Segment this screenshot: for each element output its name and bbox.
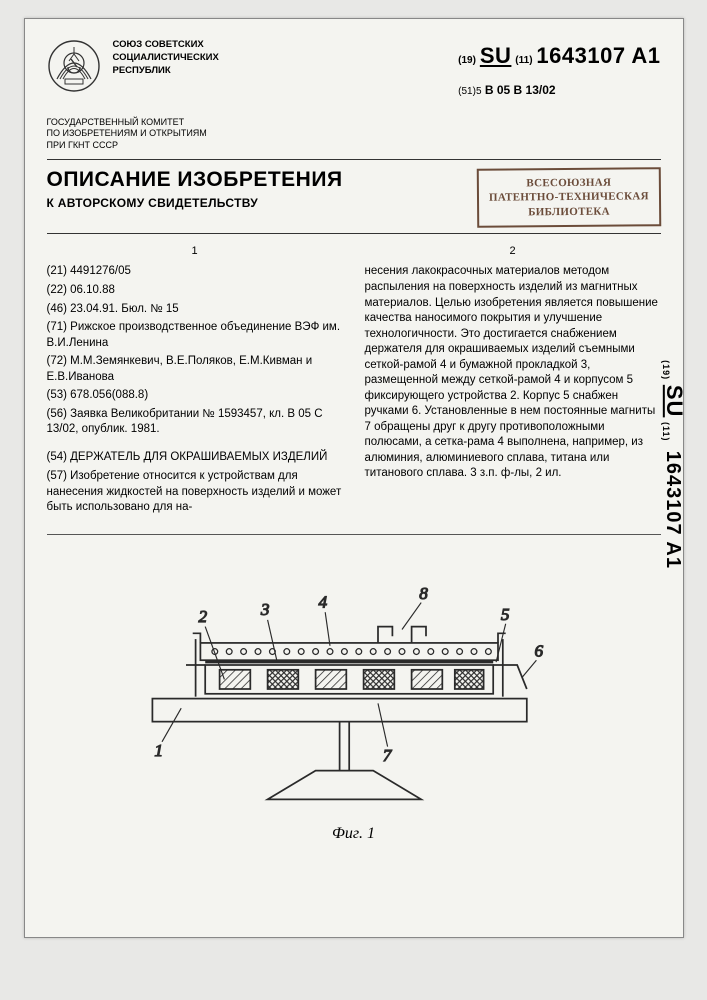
issuer-line: РЕСПУБЛИК	[113, 65, 219, 78]
stamp-line: ПАТЕНТНО-ТЕХНИЧЕСКАЯ	[489, 189, 649, 205]
committee-block: ГОСУДАРСТВЕННЫЙ КОМИТЕТ ПО ИЗОБРЕТЕНИЯМ …	[47, 117, 661, 151]
fig-label-1: 1	[154, 741, 163, 760]
committee-line: ПО ИЗОБРЕТЕНИЯМ И ОТКРЫТИЯМ	[47, 128, 661, 139]
fig-label-5: 5	[500, 605, 509, 624]
fig-label-3: 3	[259, 600, 269, 619]
column-2: 2 несения лакокрасочных материалов метод…	[365, 244, 661, 516]
inid-19: (19)	[458, 55, 476, 66]
fig-label-7: 7	[382, 746, 392, 765]
inid-72: (72) М.М.Земянкевич, В.Е.Поляков, Е.М.Ки…	[47, 354, 343, 385]
divider	[47, 233, 661, 234]
committee-line: ПРИ ГКНТ СССР	[47, 140, 661, 151]
inid-46: (46) 23.04.91. Бюл. № 15	[47, 302, 343, 318]
column-number: 1	[47, 244, 343, 259]
inid-71: (71) Рижское производственное объединени…	[47, 320, 343, 351]
divider	[47, 159, 661, 160]
fig-label-8: 8	[419, 583, 428, 602]
inid-11: (11)	[515, 55, 532, 66]
inid-56: (56) Заявка Великобритании № 1593457, кл…	[47, 407, 343, 438]
issuer-line: СОЦИАЛИСТИЧЕСКИХ	[113, 52, 219, 65]
side-number: 1643107 A1	[662, 451, 684, 569]
figure-caption: Фиг. 1	[47, 825, 661, 843]
inid-22: (22) 06.10.88	[47, 283, 343, 299]
library-stamp: ВСЕСОЮЗНАЯ ПАТЕНТНО-ТЕХНИЧЕСКАЯ БИБЛИОТЕ…	[476, 167, 660, 227]
figure-1: 1 2 3 4 5 6 7 8 Фиг. 1	[47, 534, 661, 869]
stamp-line: БИБЛИОТЕКА	[489, 204, 649, 220]
side-document-code: (19) SU (11) 1643107 A1	[661, 360, 687, 569]
abstract-start: (57) Изобретение относится к устройствам…	[47, 469, 343, 516]
side-inid-19: (19)	[661, 360, 671, 380]
doc-number: 1643107 A1	[536, 43, 660, 68]
inid-53: (53) 678.056(088.8)	[47, 388, 343, 404]
state-emblem	[47, 39, 101, 93]
abstract-continued: несения лакокрасочных материалов методом…	[365, 264, 661, 481]
document-subtitle: К АВТОРСКОМУ СВИДЕТЕЛЬСТВУ	[47, 196, 343, 210]
committee-line: ГОСУДАРСТВЕННЫЙ КОМИТЕТ	[47, 117, 661, 128]
side-country: SU	[662, 385, 687, 418]
inid-51: (51)5	[458, 86, 481, 97]
document-title: ОПИСАНИЕ ИЗОБРЕТЕНИЯ	[47, 168, 343, 192]
invention-title: (54) ДЕРЖАТЕЛЬ ДЛЯ ОКРАШИВАЕМЫХ ИЗДЕЛИЙ	[47, 450, 343, 466]
document-codes: (19) SU (11) 1643107 A1 (51)5 В 05 В 13/…	[458, 39, 660, 97]
stamp-line: ВСЕСОЮЗНАЯ	[488, 175, 648, 191]
column-1: 1 (21) 4491276/05 (22) 06.10.88 (46) 23.…	[47, 244, 343, 516]
fig-label-2: 2	[198, 607, 207, 626]
inid-21: (21) 4491276/05	[47, 264, 343, 280]
side-inid-11: (11)	[661, 422, 671, 442]
issuer-block: СОЮЗ СОВЕТСКИХ СОЦИАЛИСТИЧЕСКИХ РЕСПУБЛИ…	[113, 39, 219, 77]
fig-label-6: 6	[534, 641, 543, 660]
ipc-code: В 05 В 13/02	[485, 83, 556, 97]
issuer-line: СОЮЗ СОВЕТСКИХ	[113, 39, 219, 52]
country-code: SU	[480, 43, 512, 68]
column-number: 2	[365, 244, 661, 259]
fig-label-4: 4	[318, 592, 327, 611]
